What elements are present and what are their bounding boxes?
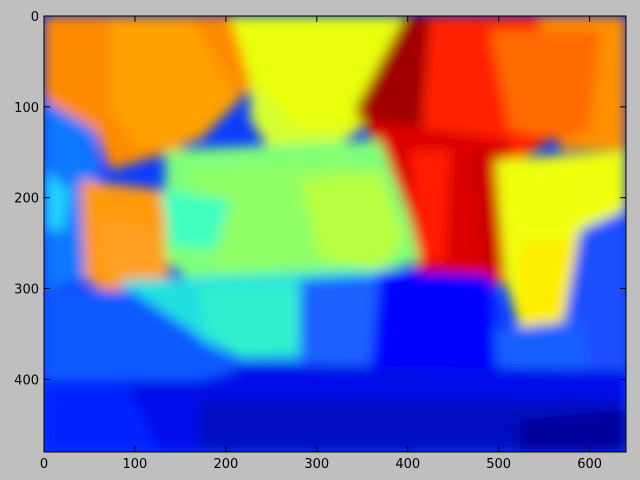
y-tick-label: 200 <box>14 192 39 207</box>
x-tick-label: 400 <box>395 457 420 472</box>
x-tick-label: 100 <box>123 457 148 472</box>
x-tick-label: 500 <box>486 457 511 472</box>
y-tick-label: 300 <box>14 283 39 298</box>
x-tick-label: 300 <box>304 457 329 472</box>
heatmap-image <box>44 16 626 452</box>
y-tick-label: 400 <box>14 373 39 388</box>
y-tick-label: 0 <box>31 10 39 25</box>
x-axis: 0 100 200 300 400 500 600 <box>40 16 602 472</box>
axes-frame <box>43 15 627 453</box>
y-axis: 0 100 200 300 400 <box>14 10 626 388</box>
y-tick-label: 100 <box>14 101 39 116</box>
x-tick-label: 200 <box>213 457 238 472</box>
x-tick-label: 600 <box>577 457 602 472</box>
x-tick-label: 0 <box>40 457 48 472</box>
